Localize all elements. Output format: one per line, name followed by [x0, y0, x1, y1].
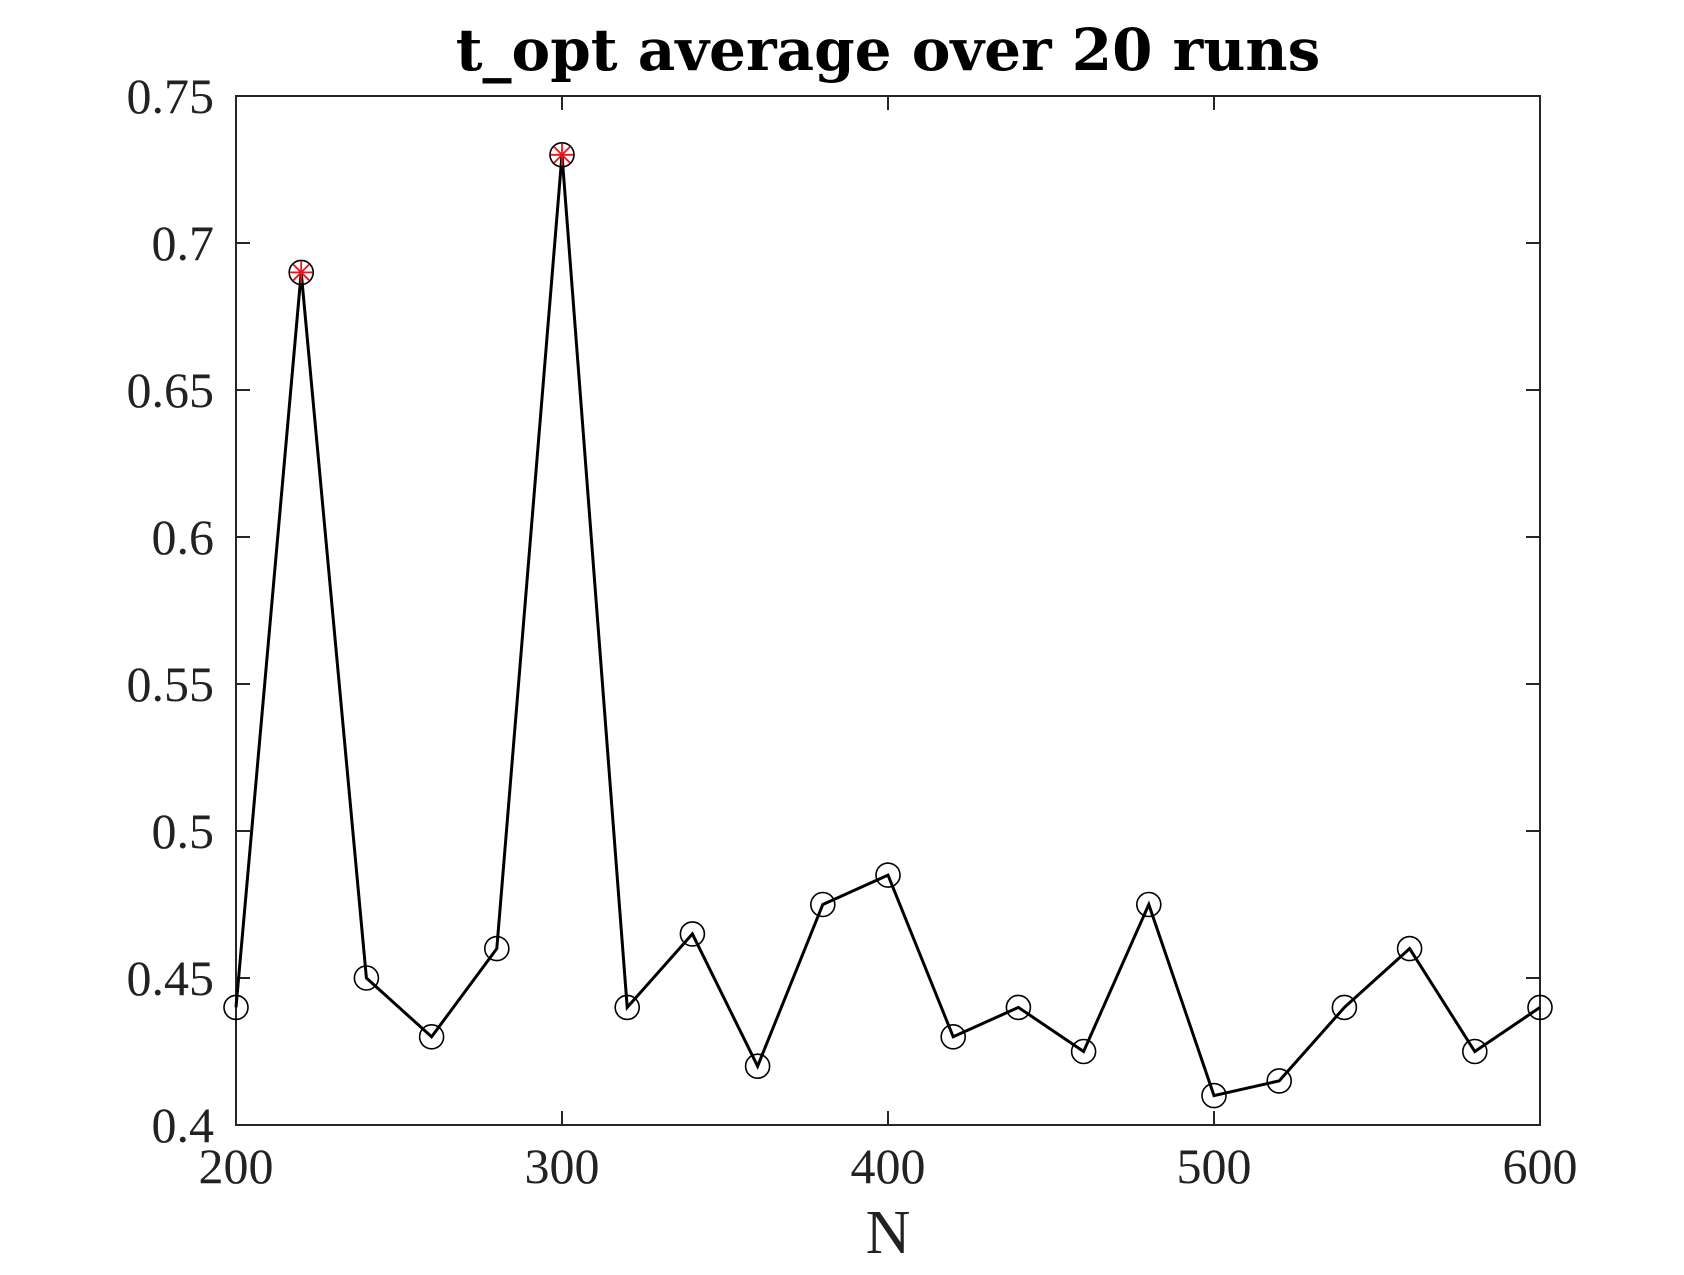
data-point-marker — [1396, 935, 1423, 962]
highlight-asterisk-marker — [551, 143, 573, 166]
plot-area: 200 300 400 500 600 0.4 0.45 0.5 0.55 0.6 0.65 0.7 0… — [127, 68, 1578, 1194]
data-point-marker — [1462, 1038, 1488, 1065]
y-tick-label: 0.5 — [152, 803, 215, 859]
highlight-asterisk-marker — [290, 261, 313, 284]
y-tick-label: 0.65 — [127, 362, 215, 418]
data-point-marker — [679, 921, 706, 947]
data-point-marker — [353, 965, 380, 991]
y-tick-label: 0.55 — [127, 656, 215, 712]
data-point-marker — [614, 994, 641, 1021]
data-point-marker — [1136, 891, 1162, 918]
data-point-marker — [1201, 1082, 1227, 1109]
data-point-marker — [1070, 1038, 1097, 1065]
data-point-marker — [809, 891, 836, 918]
x-tick-label: 300 — [525, 1138, 600, 1194]
x-tick-label: 400 — [851, 1138, 926, 1194]
x-tick-label: 500 — [1177, 1138, 1252, 1194]
y-tick-label: 0.7 — [152, 215, 215, 271]
y-tick-label: 0.6 — [152, 509, 215, 565]
data-point-marker — [288, 259, 315, 286]
x-tick-label: 600 — [1503, 1138, 1578, 1194]
data-point-marker — [223, 994, 249, 1021]
data-point-marker — [418, 1024, 445, 1050]
data-point-marker — [549, 142, 575, 168]
data-point-marker — [1331, 994, 1358, 1021]
plot-frame — [235, 95, 1541, 1126]
data-point-marker — [940, 1024, 967, 1050]
data-point-marker — [744, 1053, 771, 1079]
y-tick-label: 0.75 — [127, 68, 215, 124]
x-tick-label: 200 — [199, 1138, 274, 1194]
y-tick-label: 0.4 — [152, 1097, 215, 1153]
data-point-marker — [1266, 1068, 1292, 1094]
y-tick-label: 0.45 — [127, 950, 215, 1006]
series-line — [234, 154, 1541, 1098]
data-point-marker — [1005, 994, 1032, 1021]
x-axis-label: N — [866, 1199, 911, 1267]
data-point-marker — [483, 935, 510, 962]
data-point-marker — [875, 862, 901, 888]
chart-title: t_opt average over 20 runs — [456, 16, 1320, 84]
data-point-marker — [1527, 994, 1553, 1021]
